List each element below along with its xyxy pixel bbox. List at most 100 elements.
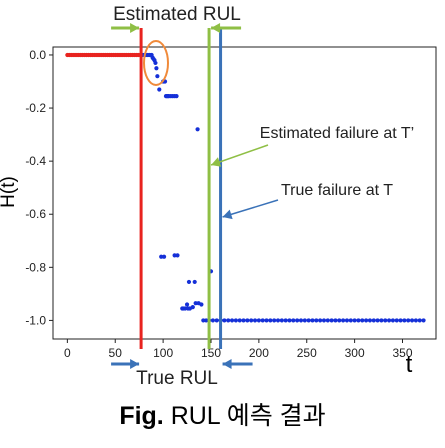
predicted-point [325, 318, 330, 323]
predicted-point [421, 318, 426, 323]
predicted-point [398, 318, 403, 323]
y-tick-label: -1.0 [25, 313, 46, 327]
predicted-point [409, 318, 415, 323]
predicted-point [241, 318, 246, 323]
predicted-point [184, 302, 190, 307]
predicted-point [302, 318, 307, 323]
predicted-point [287, 318, 292, 323]
predicted-point [321, 318, 327, 323]
y-tick-label: -0.6 [25, 207, 46, 221]
predicted-point [383, 318, 388, 323]
x-tick-label: 350 [392, 346, 412, 360]
predicted-point [367, 318, 373, 323]
tick-layer: 0 50 100 150 200 250 300 350 0.0 -0.2 -0.4 -0.6 -0.8… [25, 48, 413, 360]
predicted-point [229, 318, 235, 323]
figure-canvas: 0 50 100 150 200 250 300 350 0.0 -0.2 -0.4 -0.6 -0.8… [0, 4, 437, 389]
predicted-point [406, 318, 411, 323]
y-tick-label: 0.0 [29, 48, 46, 62]
predicted-point [371, 318, 376, 323]
predicted-point [291, 318, 296, 323]
predicted-point [333, 318, 338, 323]
predicted-point [390, 318, 396, 323]
predicted-point [364, 318, 369, 323]
plot-frame [52, 46, 437, 340]
predicted-point [314, 318, 319, 323]
annotation-layer: Estimated RUL True RUL Estimated failure a… [111, 4, 414, 389]
predicted-point [237, 318, 242, 323]
predicted-point [190, 305, 195, 310]
predicted-point [201, 318, 206, 323]
predicted-point [186, 279, 192, 285]
predicted-point [341, 318, 346, 323]
predicted-point [222, 318, 227, 323]
predicted-point [379, 318, 384, 323]
predicted-point [375, 318, 380, 323]
predicted-point [279, 318, 284, 323]
true-rul-left-arrow [111, 359, 140, 369]
x-tick-label: 50 [109, 346, 123, 360]
predicted-point [172, 253, 177, 258]
predicted-point [199, 302, 204, 307]
highlight-ellipse [143, 40, 169, 86]
predicted-point [154, 66, 159, 71]
predicted-point [256, 318, 261, 323]
figure-caption: Fig. RUL 예측 결과 [0, 396, 445, 432]
caption-prefix: Fig. [119, 402, 164, 430]
predicted-point [298, 318, 304, 323]
predicted-point [283, 318, 288, 323]
x-tick-label: 300 [345, 346, 365, 360]
predicted-point [192, 279, 197, 285]
predicted-point [260, 318, 265, 323]
predicted-point [337, 318, 342, 323]
caption-text: RUL 예측 결과 [170, 402, 326, 430]
x-tick-label: 100 [153, 346, 173, 360]
predicted-point [352, 318, 357, 323]
true-failure-label: True failure at T [281, 182, 393, 199]
predicted-point [249, 318, 254, 323]
data-point-layer [65, 52, 426, 323]
predicted-point [295, 318, 300, 323]
predicted-point [204, 318, 209, 323]
estimated-failure-label: Estimated failure at T’ [260, 125, 414, 142]
predicted-point [226, 318, 231, 323]
predicted-point [329, 318, 334, 323]
predicted-point [348, 318, 353, 323]
predicted-point [155, 74, 160, 79]
predicted-point [394, 318, 399, 323]
predicted-point [214, 318, 219, 323]
estimated-rul-right-arrow [211, 23, 242, 33]
predicted-point [193, 301, 198, 306]
vertical-line-layer [139, 28, 223, 349]
predicted-point [183, 306, 188, 311]
y-axis-label: H(t) [0, 176, 19, 208]
predicted-point [275, 318, 281, 323]
predicted-point [245, 318, 250, 323]
x-tick-label: 0 [64, 346, 71, 360]
predicted-point [402, 318, 407, 323]
true-rul-right-arrow [222, 359, 253, 369]
predicted-point [210, 318, 216, 323]
predicted-point [272, 318, 277, 323]
predicted-point [360, 318, 365, 323]
estimated-failure-pointer [210, 144, 269, 167]
predicted-point [264, 318, 269, 323]
x-tick-label: 250 [297, 346, 317, 360]
x-tick-label: 150 [201, 346, 221, 360]
x-axis-label: t [406, 351, 413, 378]
y-tick-label: -0.8 [25, 260, 46, 274]
predicted-point [195, 127, 200, 132]
y-tick-label: -0.4 [25, 154, 46, 168]
predicted-point [306, 318, 311, 323]
true-rul-label: True RUL [136, 368, 218, 389]
true-failure-pointer [222, 199, 279, 220]
predicted-point [417, 318, 422, 323]
estimated-rul-left-arrow [111, 23, 140, 33]
predicted-point [159, 254, 164, 259]
predicted-point [344, 318, 350, 323]
y-tick-label: -0.2 [25, 101, 46, 115]
predicted-point [252, 318, 258, 323]
predicted-point [233, 318, 238, 323]
predicted-point [310, 318, 315, 323]
x-tick-label: 200 [249, 346, 269, 360]
predicted-point [318, 318, 323, 323]
